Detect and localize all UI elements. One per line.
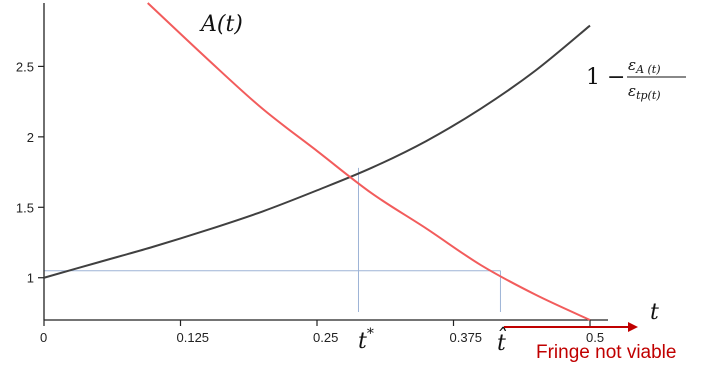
t-hat-label: t̂ bbox=[497, 327, 507, 356]
x-tick-label: 0.25 bbox=[313, 330, 338, 345]
t-star-symbol: t bbox=[358, 329, 367, 354]
curve-b-den-symbol: ε bbox=[628, 82, 636, 100]
annotation-arrow-head bbox=[628, 322, 638, 332]
x-tick-label: 0 bbox=[40, 330, 47, 345]
x-axis-label: t bbox=[650, 300, 659, 325]
series-group bbox=[43, 2, 591, 321]
y-tick-label: 1 bbox=[27, 271, 34, 286]
series-line-a bbox=[147, 2, 591, 321]
x-tick-label: 0.375 bbox=[450, 330, 483, 345]
guide-lines bbox=[44, 167, 501, 312]
y-ticks: 1 1.5 2 2.5 bbox=[16, 59, 44, 286]
t-star-sup: * bbox=[367, 326, 374, 342]
x-tick-label: 0.125 bbox=[177, 330, 210, 345]
curve-a-label: A(t) bbox=[199, 12, 243, 37]
annotation-text: Fringe not viable bbox=[536, 342, 676, 363]
y-tick-label: 2.5 bbox=[16, 59, 34, 74]
y-tick-label: 2 bbox=[27, 130, 34, 145]
curve-b-den-sub: tp(t) bbox=[636, 89, 660, 102]
axes bbox=[43, 3, 608, 321]
x-tick-label: 0.5 bbox=[586, 330, 604, 345]
curve-b-label: 1 − εA (t) εtp(t) bbox=[586, 56, 686, 102]
fringe-annotation: Fringe not viable bbox=[504, 322, 676, 363]
curve-b-denominator: εtp(t) bbox=[628, 82, 661, 102]
curve-b-num-symbol: ε bbox=[628, 56, 636, 74]
series-line-ratio bbox=[43, 24, 591, 279]
curve-b-numerator: εA (t) bbox=[628, 56, 661, 76]
y-tick-label: 1.5 bbox=[16, 200, 34, 215]
curve-b-prefix: 1 − bbox=[586, 65, 625, 90]
x-ticks: 0 0.125 0.25 0.375 0.5 bbox=[40, 320, 604, 345]
t-star-label: t* bbox=[358, 326, 374, 354]
curve-b-num-sub: A (t) bbox=[635, 63, 660, 76]
